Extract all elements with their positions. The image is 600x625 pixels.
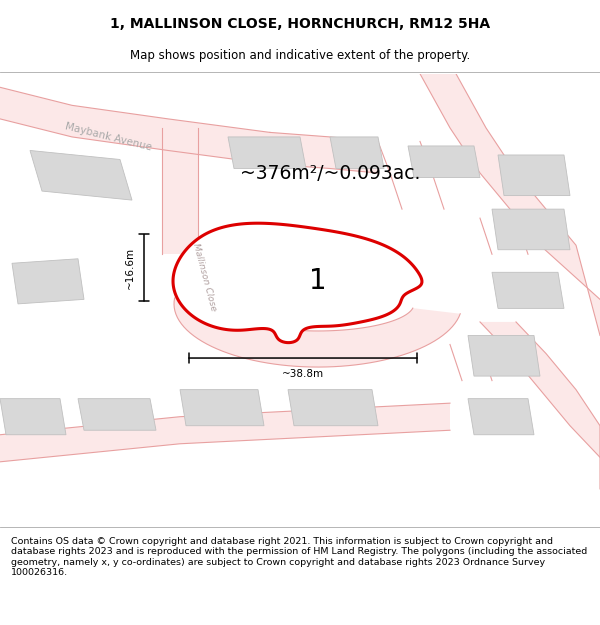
- Polygon shape: [288, 389, 378, 426]
- Polygon shape: [12, 259, 84, 304]
- Text: ~38.8m: ~38.8m: [282, 369, 324, 379]
- Polygon shape: [270, 132, 378, 173]
- Text: ~376m²/~0.093ac.: ~376m²/~0.093ac.: [240, 164, 420, 182]
- Polygon shape: [180, 389, 264, 426]
- Polygon shape: [408, 146, 480, 177]
- Polygon shape: [0, 399, 66, 435]
- Polygon shape: [420, 74, 600, 336]
- Text: 1, MALLINSON CLOSE, HORNCHURCH, RM12 5HA: 1, MALLINSON CLOSE, HORNCHURCH, RM12 5HA: [110, 17, 490, 31]
- Text: ~16.6m: ~16.6m: [125, 247, 135, 289]
- Polygon shape: [162, 128, 198, 254]
- Polygon shape: [492, 272, 564, 308]
- Text: 1: 1: [309, 268, 327, 296]
- Text: Mallinson Close: Mallinson Close: [191, 242, 217, 312]
- Text: Map shows position and indicative extent of the property.: Map shows position and indicative extent…: [130, 49, 470, 62]
- Polygon shape: [174, 298, 460, 367]
- Polygon shape: [228, 245, 318, 291]
- Polygon shape: [0, 88, 270, 164]
- Polygon shape: [0, 403, 450, 462]
- Polygon shape: [78, 399, 156, 430]
- Polygon shape: [173, 223, 422, 343]
- Polygon shape: [468, 399, 534, 435]
- Text: Maybank Avenue: Maybank Avenue: [64, 121, 152, 152]
- Polygon shape: [498, 155, 570, 196]
- Text: Contains OS data © Crown copyright and database right 2021. This information is : Contains OS data © Crown copyright and d…: [11, 537, 587, 578]
- Polygon shape: [468, 336, 540, 376]
- Polygon shape: [330, 137, 384, 169]
- Polygon shape: [30, 151, 132, 200]
- Polygon shape: [492, 209, 570, 250]
- Polygon shape: [228, 137, 306, 169]
- Polygon shape: [480, 322, 600, 489]
